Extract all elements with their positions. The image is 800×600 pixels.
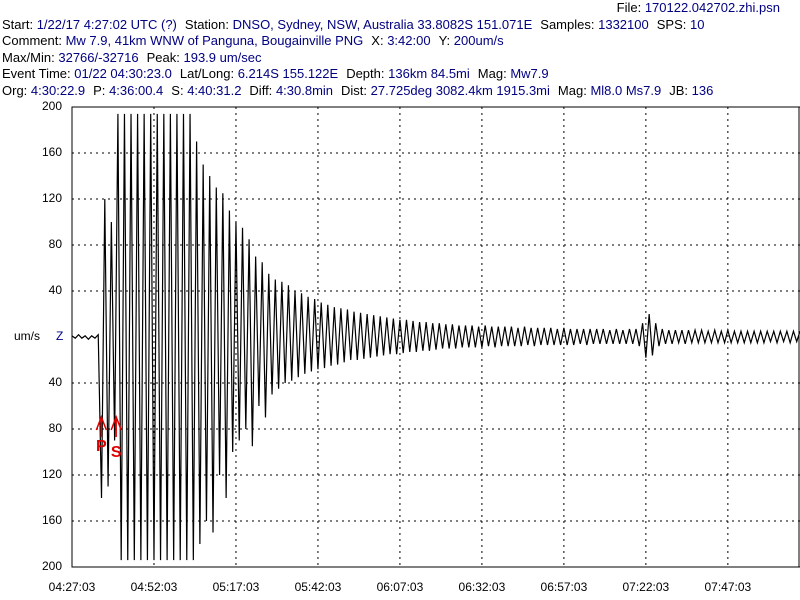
arrival-arrow [95, 414, 108, 437]
field-label: S: [171, 82, 184, 98]
field-label: JB: [669, 82, 689, 98]
y-tick-label: 120 [42, 467, 62, 481]
field-value: 4:30.8min [275, 82, 334, 98]
field-value: Ml8.0 Ms7.9 [590, 82, 662, 98]
plot-frame [71, 106, 800, 568]
field-value: 170122.042702.zhi.psn [644, 0, 780, 15]
file-line: File: 170122.042702.zhi.psn [2, 0, 800, 17]
field-value: 1/22/17 4:27:02 UTC (?) [36, 16, 177, 32]
y-tick-label: 40 [49, 375, 63, 389]
x-tick-label: 05:17:03 [213, 580, 260, 594]
y-tick-label: 200 [42, 559, 62, 573]
y-tick-label: 40 [49, 283, 63, 297]
field-value: Mw 7.9, 41km WNW of Panguna, Bougainvill… [65, 33, 364, 48]
x-tick-label: 05:42:03 [295, 580, 342, 594]
x-tick-label: 04:52:03 [131, 580, 178, 594]
waveform [72, 113, 800, 561]
arrival-arrow [110, 414, 122, 437]
field-label: Max/Min: [2, 49, 55, 65]
field-value: DNSO, Sydney, NSW, Australia 33.8082S 15… [232, 16, 533, 32]
field-label: Peak: [146, 49, 180, 65]
y-tick-label: 160 [42, 513, 62, 527]
header-line: Event Time: 01/22 04:30:23.0 Lat/Long: 6.… [2, 66, 800, 83]
field-value: 200um/s [453, 33, 504, 48]
field-label: Dist: [341, 82, 368, 98]
channel-label: Z [56, 329, 63, 343]
field-value: 4:40:31.2 [187, 82, 242, 98]
field-label: Event Time: [2, 66, 71, 81]
header-line: Comment: Mw 7.9, 41km WNW of Panguna, Bo… [2, 33, 800, 50]
y-tick-label: 200 [42, 99, 62, 113]
y-axis-label: um/s [14, 329, 40, 343]
y-tick-label: 80 [49, 421, 63, 435]
arrival-label: S [111, 444, 122, 461]
field-label: Org: [2, 82, 28, 98]
field-value: 3:42:00 [387, 33, 431, 48]
x-tick-label: 07:47:03 [704, 580, 751, 594]
field-value: 01/22 04:30:23.0 [74, 66, 172, 81]
x-tick-label: 06:07:03 [377, 580, 424, 594]
field-label: Mag: [477, 66, 507, 81]
field-value: 4:30:22.9 [30, 82, 86, 98]
y-tick-label: 160 [42, 145, 62, 159]
field-label: Samples: [540, 16, 595, 32]
field-label: P: [93, 82, 106, 98]
x-tick-label: 06:32:03 [459, 580, 506, 594]
field-value: 32766/-32716 [58, 49, 139, 65]
field-label: X: [371, 33, 384, 48]
field-label: Y: [438, 33, 451, 48]
x-tick-label: 06:57:03 [541, 580, 588, 594]
field-label: SPS: [656, 16, 687, 32]
field-value: 4:36:00.4 [109, 82, 164, 98]
field-label: Station: [184, 16, 229, 32]
field-label: File: [616, 0, 642, 15]
field-label: Diff: [249, 82, 273, 98]
field-value: 193.9 um/sec [183, 49, 262, 65]
header-line: Start: 1/22/17 4:27:02 UTC (?) Station: D… [2, 17, 800, 34]
field-value: Mw7.9 [510, 66, 549, 81]
field-label: Depth: [346, 66, 385, 81]
y-tick-label: 120 [42, 191, 62, 205]
field-value: 6.214S 155.122E [237, 66, 339, 81]
field-value: 27.725deg 3082.4km 1915.3mi [370, 82, 550, 98]
field-value: 10 [689, 16, 705, 32]
field-label: Start: [2, 16, 34, 32]
x-tick-label: 04:27:03 [49, 580, 96, 594]
field-label: Comment: [2, 33, 62, 48]
header-line: Org: 4:30:22.9 P: 4:36:00.4 S: 4:40:31.2 Di… [2, 83, 800, 100]
field-value: 136km 84.5mi [388, 66, 470, 81]
field-label: Mag: [557, 82, 587, 98]
field-value: 136 [691, 82, 714, 98]
arrival-label: P [96, 438, 107, 455]
header-line: Max/Min: 32766/-32716 Peak: 193.9 um/sec [2, 50, 800, 67]
x-tick-label: 07:22:03 [623, 580, 670, 594]
field-value: 1332100 [598, 16, 649, 32]
field-label: Lat/Long: [179, 66, 235, 81]
header: File: 170122.042702.zhi.psn Start: 1/22/1… [2, 0, 800, 99]
y-tick-label: 80 [49, 237, 63, 251]
